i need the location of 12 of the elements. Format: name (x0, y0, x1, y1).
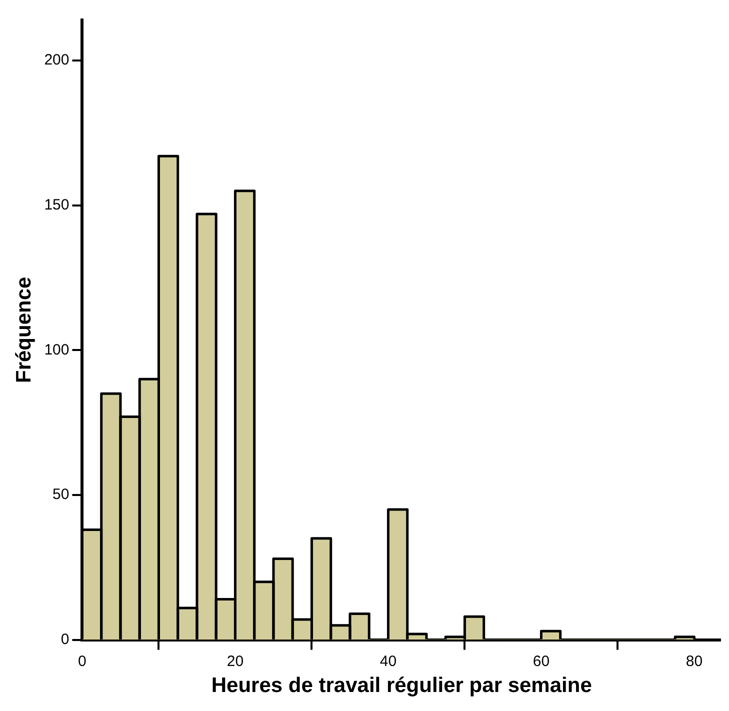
y-tick-label: 100 (44, 341, 70, 358)
x-tick-label: 20 (226, 652, 244, 670)
x-tick-label: 80 (686, 652, 703, 670)
y-tick-label: 150 (44, 196, 70, 214)
x-tick-label: 40 (380, 652, 397, 670)
x-tick-label: 0 (78, 652, 86, 670)
x-axis-title: Heures de travail régulier par semaine (211, 674, 592, 698)
x-tick-label: 60 (532, 652, 550, 670)
y-axis-title: Fréquence (12, 276, 36, 383)
y-tick-label: 0 (60, 630, 70, 648)
y-tick-label: 50 (52, 486, 70, 504)
y-tick-label: 200 (44, 52, 70, 69)
